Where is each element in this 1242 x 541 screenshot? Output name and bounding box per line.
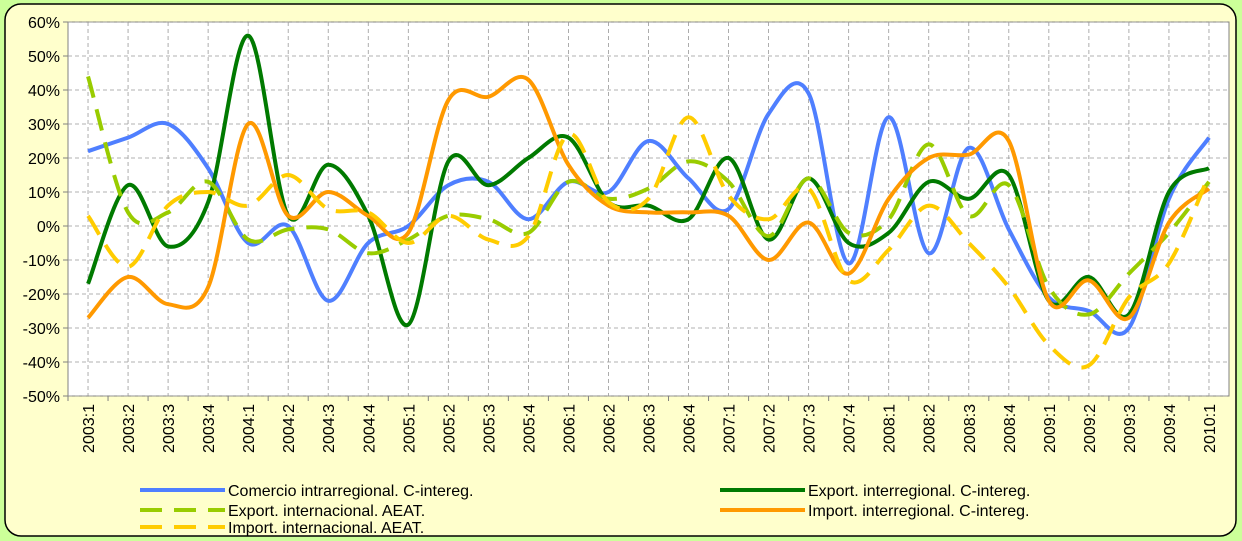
x-tick-label: 2005:3 [481, 404, 498, 453]
y-tick-label: -30% [23, 321, 60, 338]
x-tick-label: 2008:1 [882, 404, 899, 453]
y-tick-label: 30% [28, 117, 60, 134]
series-line [86, 75, 1211, 317]
x-tick-label: 2008:4 [1002, 404, 1019, 453]
legend-label: Import. interregional. C-intereg. [808, 503, 1029, 520]
legend-label: Export. interregional. C-intereg. [808, 483, 1030, 500]
legend-label: Import. internacional. AEAT. [228, 520, 424, 537]
y-tick-label: -10% [23, 253, 60, 270]
x-tick-label: 2005:4 [521, 404, 538, 453]
legend-label: Comercio intrarregional. C-intereg. [228, 483, 473, 500]
y-tick-label: 60% [28, 15, 60, 32]
series-line [86, 75, 1211, 322]
x-tick-label: 2007:2 [762, 404, 779, 453]
y-tick-label: 40% [28, 83, 60, 100]
x-tick-label: 2003:2 [121, 404, 138, 453]
x-tick-label: 2009:3 [1122, 404, 1139, 453]
y-tick-label: 0% [37, 219, 60, 236]
x-tick-label: 2006:4 [682, 404, 699, 453]
x-tick-label: 2007:4 [842, 404, 859, 453]
series-line [86, 115, 1211, 370]
y-tick-label: -40% [23, 355, 60, 372]
y-tick-label: 50% [28, 49, 60, 66]
x-tick-label: 2006:1 [561, 404, 578, 453]
x-tick-label: 2009:1 [1042, 404, 1059, 453]
x-tick-label: 2004:3 [321, 404, 338, 453]
x-tick-label: 2007:3 [802, 404, 819, 453]
x-tick-label: 2005:2 [441, 404, 458, 453]
legend-label: Export. internacional. AEAT. [228, 503, 425, 520]
x-tick-label: 2006:2 [601, 404, 618, 453]
y-tick-label: -50% [23, 389, 60, 406]
x-tick-label: 2010:1 [1202, 404, 1219, 453]
x-tick-label: 2004:1 [241, 404, 258, 453]
x-tick-label: 2003:1 [81, 404, 98, 453]
x-tick-label: 2005:1 [401, 404, 418, 453]
x-tick-label: 2003:3 [161, 404, 178, 453]
y-tick-label: 10% [28, 185, 60, 202]
x-tick-label: 2003:4 [201, 404, 218, 453]
x-tick-label: 2008:2 [922, 404, 939, 453]
x-tick-label: 2009:2 [1082, 404, 1099, 453]
x-tick-label: 2009:4 [1162, 404, 1179, 453]
x-tick-label: 2008:3 [962, 404, 979, 453]
y-tick-label: 20% [28, 151, 60, 168]
x-tick-label: 2007:1 [722, 404, 739, 453]
x-tick-label: 2006:3 [642, 404, 659, 453]
y-tick-label: -20% [23, 287, 60, 304]
x-tick-label: 2004:4 [361, 404, 378, 453]
x-tick-label: 2004:2 [281, 404, 298, 453]
